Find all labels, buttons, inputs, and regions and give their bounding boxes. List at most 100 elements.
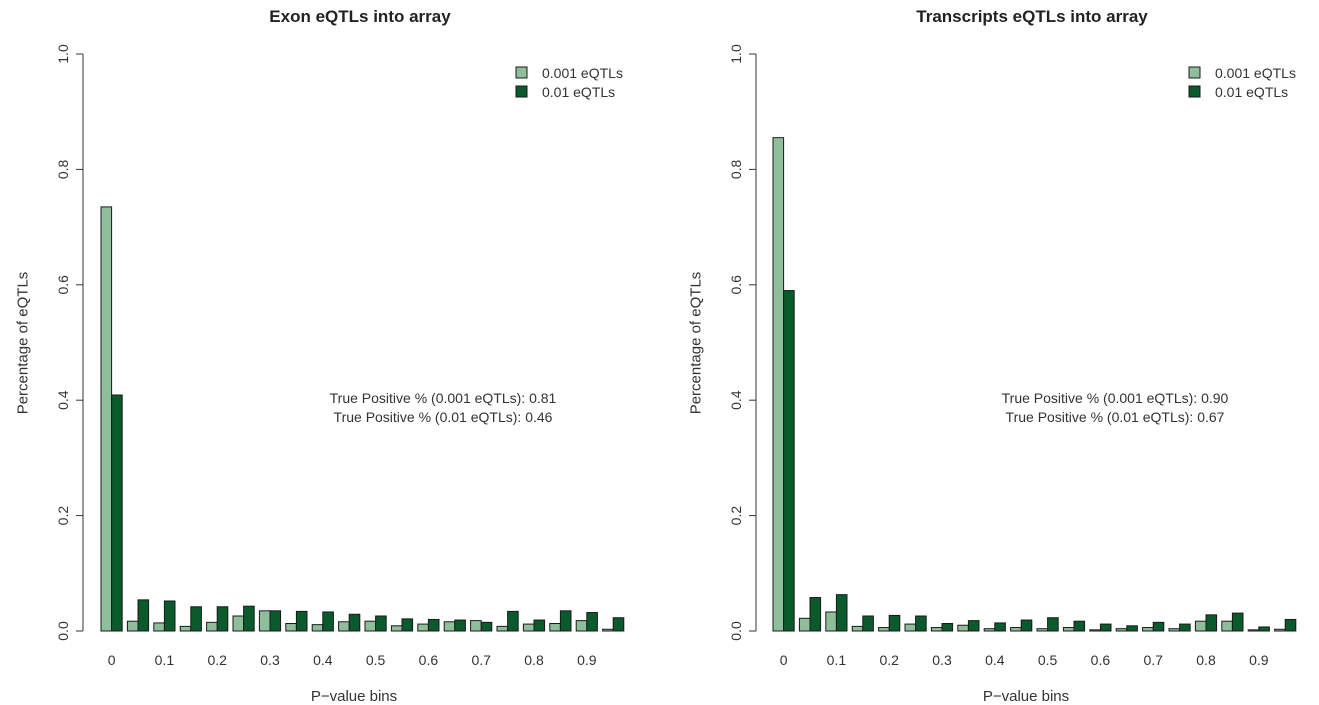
y-tick-label: 0.8 [728,159,744,179]
y-tick-label: 0.6 [55,275,71,295]
bar-series-2 [533,619,546,632]
bar-series-2 [454,619,466,632]
legend-label: 0.001 eQTLs [542,65,623,81]
y-tick-label: 0.8 [55,159,71,179]
bar-series-1 [179,625,192,632]
bar-series-2 [586,612,598,632]
bar-series-2 [480,621,493,632]
bar-series-1 [470,620,482,632]
x-tick-label: 0.6 [419,652,439,668]
bar-series-1 [126,620,139,632]
y-tick-label: 1.0 [728,44,744,64]
bar-series-2 [1258,626,1270,632]
bar-series-1 [983,628,996,632]
bar-series-2 [137,599,150,632]
bar-series-2 [322,611,334,632]
x-tick-label: 0.1 [827,652,847,668]
legend-label: 0.01 eQTLs [542,84,615,100]
bar-series-2 [243,605,255,632]
legend-swatch [1188,66,1201,79]
x-tick-label: 0.7 [1143,652,1163,668]
bar-series-1 [1142,627,1154,632]
bar-series-2 [1284,618,1297,632]
y-tick-label: 0.0 [55,621,71,641]
bar-series-1 [232,615,245,632]
bar-series-2 [915,615,927,632]
annotation-text: True Positive % (0.01 eQTLs): 0.67 [1006,409,1225,425]
legend-swatch [515,85,528,98]
chart-panel-1: Exon eQTLs into array 0.0 0.2 0.4 0.6 0.8 1.0 P… [15,7,625,705]
bar-series-1 [417,623,429,632]
x-tick-label: 0.7 [471,652,491,668]
bar-series-2 [862,615,874,632]
bar-series-1 [602,628,614,632]
bar-series-1 [153,622,165,632]
y-tick-label: 0.4 [55,390,71,410]
y-tick-label: 0.2 [55,506,71,526]
bar-series-2 [1126,625,1138,632]
x-tick-label: 0.8 [524,652,544,668]
bar-series-1 [311,624,324,632]
bar-series-2 [1099,623,1112,632]
annotation-text: True Positive % (0.001 eQTLs): 0.90 [1002,390,1229,406]
bar-series-2 [111,394,123,632]
bar-series-2 [1020,619,1033,632]
bar-series-1 [496,625,509,632]
bar-series-2 [269,610,282,632]
bar-series-1 [772,137,785,632]
legend-swatch [515,66,528,79]
bar-series-2 [1152,621,1165,632]
bar-series-1 [1168,628,1181,632]
bar-series-2 [967,620,980,632]
x-tick-label: 0.2 [207,652,227,668]
legend-label: 0.001 eQTLs [1215,65,1296,81]
bar-series-2 [1205,614,1218,632]
bar-series-2 [375,615,387,632]
bar-series-1 [825,611,837,632]
bar-series-2 [941,622,954,632]
y-axis-label: Percentage of eQTLs [688,272,705,415]
bar-series-1 [1115,628,1128,632]
x-tick-label: 0.5 [366,652,386,668]
bar-series-1 [1010,627,1022,632]
bar-series-2 [612,617,625,632]
bar-series-2 [348,613,361,632]
bar-series-1 [522,623,535,632]
bar-series-1 [851,625,864,632]
bar-series-1 [1194,620,1207,632]
y-tick-label: 0.2 [728,506,744,526]
y-tick-label: 1.0 [55,44,71,64]
bar-series-1 [364,620,377,632]
bar-series-2 [783,290,795,632]
x-tick-label: 0.1 [155,652,175,668]
bar-series-1 [878,627,890,632]
bar-series-1 [957,624,969,632]
x-tick-label: 0 [108,652,116,668]
bar-series-2 [835,594,848,632]
legend-swatch [1188,85,1201,98]
x-tick-label: 0.6 [1091,652,1111,668]
bar-series-2 [427,618,440,632]
x-axis-label: P−value bins [983,688,1069,705]
bar-series-1 [549,622,561,632]
x-tick-label: 0.2 [879,652,899,668]
bar-series-1 [258,610,271,632]
bar-series-2 [559,610,572,632]
y-tick-label: 0.4 [728,390,744,410]
bar-series-1 [1221,620,1233,632]
bar-series-1 [338,621,350,632]
x-tick-label: 0.9 [577,652,597,668]
bar-series-1 [930,627,943,632]
x-tick-label: 0.3 [932,652,952,668]
bar-series-1 [285,622,297,632]
bar-series-2 [1047,617,1059,632]
annotation-text: True Positive % (0.01 eQTLs): 0.46 [334,409,553,425]
y-tick-label: 0.6 [728,275,744,295]
bar-series-1 [1036,628,1049,632]
bar-series-2 [1073,620,1086,632]
bar-series-2 [1179,623,1191,632]
x-tick-label: 0.5 [1038,652,1058,668]
y-axis-label: Percentage of eQTLs [15,272,32,415]
bar-series-1 [904,623,917,632]
